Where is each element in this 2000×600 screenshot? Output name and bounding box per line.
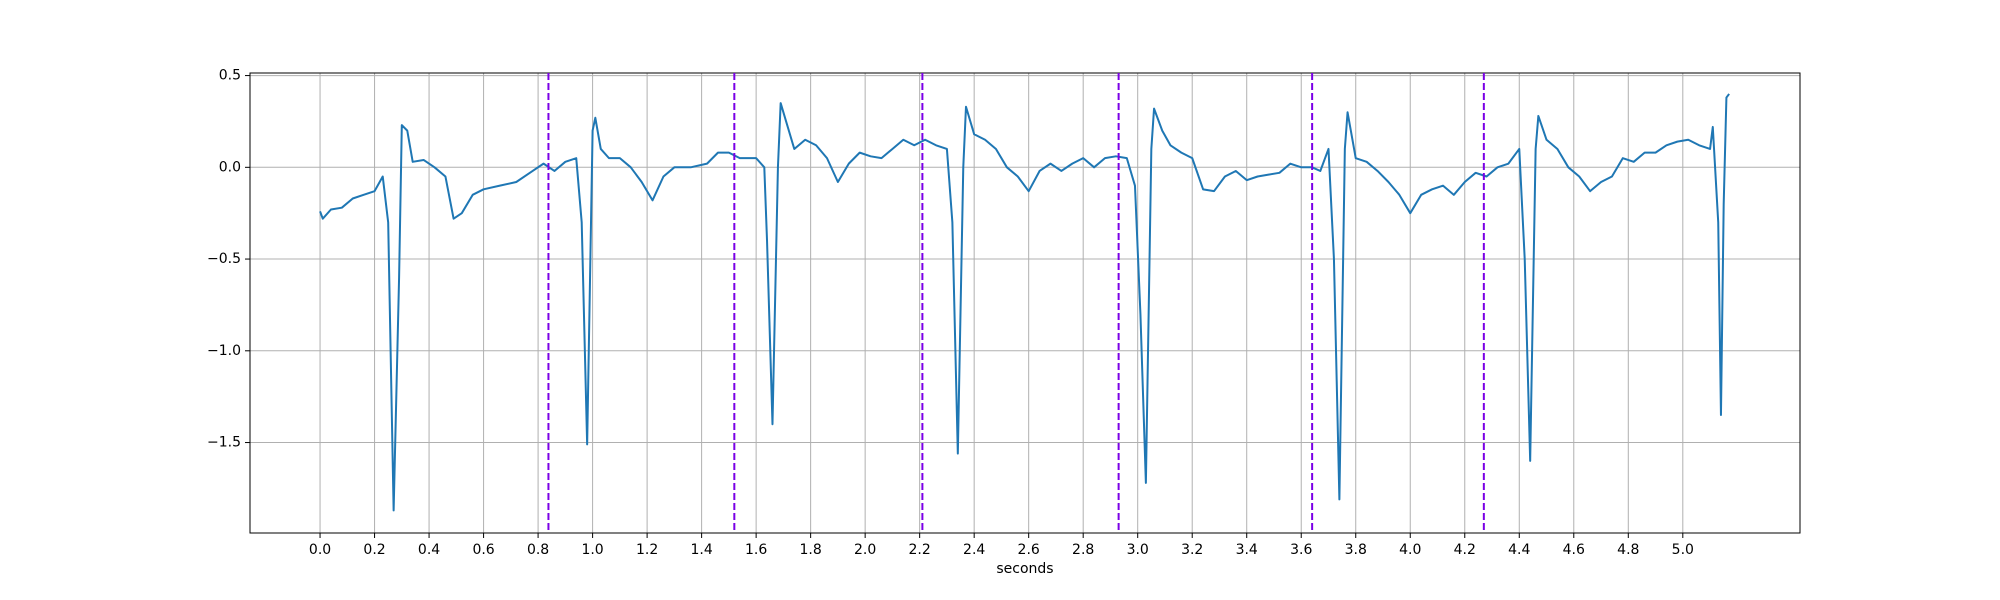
x-tick-label: 1.6 <box>745 542 767 558</box>
x-tick-label: 1.0 <box>581 542 603 558</box>
x-tick-label: 2.8 <box>1072 542 1094 558</box>
x-tick-label: 3.0 <box>1127 542 1149 558</box>
x-tick-label: 4.2 <box>1454 542 1476 558</box>
x-tick-label: 2.2 <box>909 542 931 558</box>
x-tick-label: 1.4 <box>690 542 712 558</box>
x-tick-label: 4.8 <box>1617 542 1639 558</box>
x-tick-label: 0.4 <box>418 542 440 558</box>
x-tick-label: 2.0 <box>854 542 876 558</box>
x-tick-label: 4.4 <box>1508 542 1530 558</box>
ecg-line <box>319 93 1730 512</box>
x-tick-label: 2.4 <box>963 542 985 558</box>
x-tick-label: 0.2 <box>363 542 385 558</box>
x-tick-label: 1.8 <box>800 542 822 558</box>
x-tick-label: 4.6 <box>1563 542 1585 558</box>
x-tick-label: 1.2 <box>636 542 658 558</box>
x-tick-label: 2.6 <box>1018 542 1040 558</box>
x-tick-label: 3.8 <box>1345 542 1367 558</box>
plot-frame <box>249 72 1801 534</box>
x-tick-label: 0.6 <box>472 542 494 558</box>
x-tick-label: 5.0 <box>1672 542 1694 558</box>
x-axis-label: seconds <box>996 561 1053 577</box>
x-tick-label: 3.2 <box>1181 542 1203 558</box>
y-tick-label: 0.0 <box>219 159 241 175</box>
y-tick-label: 0.5 <box>219 68 241 84</box>
y-tick-label: −1.5 <box>207 435 241 451</box>
y-tick-label: −1.0 <box>207 343 241 359</box>
x-tick-label: 0.8 <box>527 542 549 558</box>
x-tick-label: 0.0 <box>309 542 331 558</box>
y-tick-label: −0.5 <box>207 251 241 267</box>
x-tick-label: 3.6 <box>1290 542 1312 558</box>
x-tick-label: 3.4 <box>1236 542 1258 558</box>
x-tick-label: 4.0 <box>1399 542 1421 558</box>
